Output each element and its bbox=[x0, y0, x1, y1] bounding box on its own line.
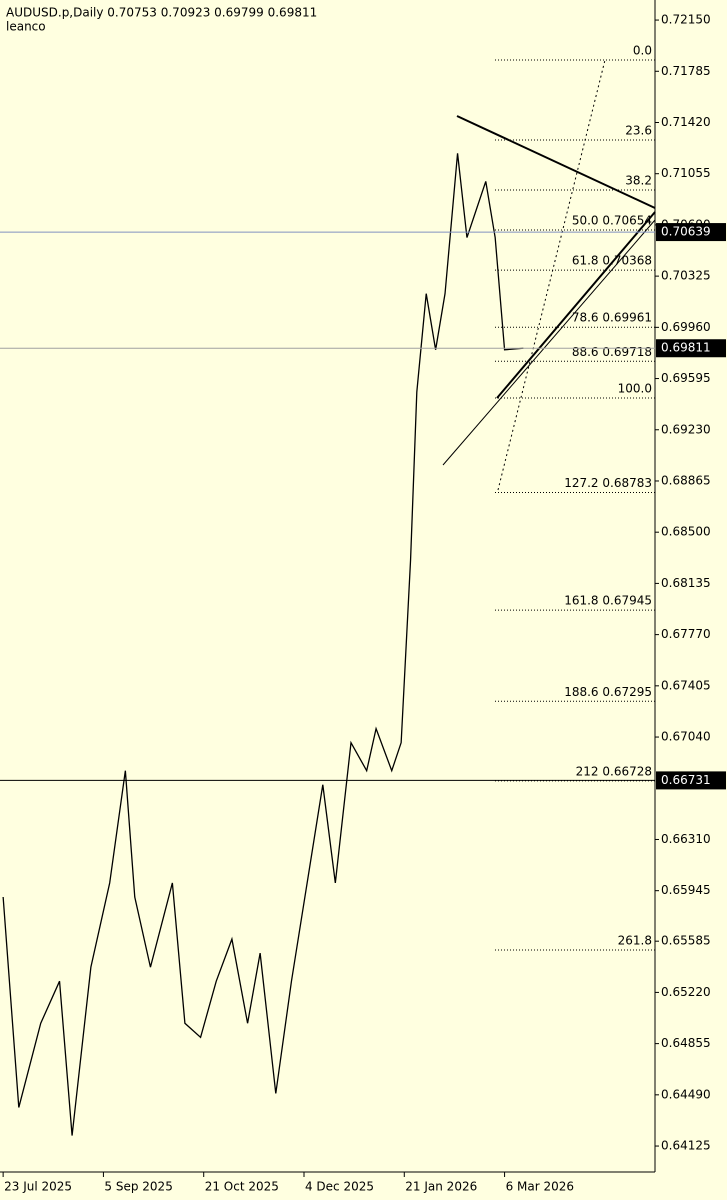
y-tick-label: 0.66310 bbox=[661, 832, 711, 846]
y-tick-label: 0.71420 bbox=[661, 115, 711, 129]
trend-line bbox=[496, 211, 656, 399]
fib-label: 212 0.66728 bbox=[576, 764, 652, 778]
trend-line bbox=[442, 219, 656, 466]
y-tick-label: 0.68865 bbox=[661, 473, 711, 487]
y-tick-label: 0.68500 bbox=[661, 525, 711, 539]
x-tick-label: 6 Mar 2026 bbox=[506, 1180, 574, 1194]
y-tick-label: 0.69960 bbox=[661, 320, 711, 334]
trend-line bbox=[456, 115, 656, 209]
x-tick-label: 21 Oct 2025 bbox=[205, 1180, 279, 1194]
y-tick-label: 0.64490 bbox=[661, 1087, 711, 1101]
y-tick-label: 0.65585 bbox=[661, 934, 711, 948]
y-tick-label: 0.71785 bbox=[661, 64, 711, 78]
price-tag bbox=[656, 339, 726, 358]
y-tick-label: 0.64125 bbox=[661, 1139, 711, 1153]
y-tick-label: 0.70325 bbox=[661, 269, 711, 283]
y-tick-label: 0.69595 bbox=[661, 371, 711, 385]
fib-label: 188.6 0.67295 bbox=[564, 685, 652, 699]
fib-label: 100.0 bbox=[618, 382, 652, 396]
fib-fan-line bbox=[497, 59, 606, 491]
chart-title: AUDUSD.p,Daily 0.70753 0.70923 0.69799 0… bbox=[6, 6, 317, 20]
price-tag-label: 0.69811 bbox=[661, 341, 711, 355]
fib-label: 0.0 bbox=[633, 44, 652, 58]
price-tag bbox=[656, 771, 726, 790]
fib-label: 50.0 0.70654 bbox=[572, 213, 652, 227]
x-tick-label: 21 Jan 2026 bbox=[405, 1180, 477, 1194]
fib-label: 38.2 bbox=[625, 173, 652, 187]
chart-subtitle: leanco bbox=[6, 20, 46, 34]
y-tick-label: 0.69230 bbox=[661, 422, 711, 436]
y-tick-label: 0.72150 bbox=[661, 13, 711, 27]
fib-label: 88.6 0.69718 bbox=[572, 345, 652, 359]
fib-label: 78.6 0.69961 bbox=[572, 311, 652, 325]
x-tick-label: 23 Jul 2025 bbox=[4, 1180, 72, 1194]
fib-label: 161.8 0.67945 bbox=[564, 594, 652, 608]
fib-label: 23.6 bbox=[625, 124, 652, 138]
fib-label: 261.8 bbox=[618, 934, 652, 948]
fib-label: 61.8 0.70368 bbox=[572, 254, 652, 268]
price-line bbox=[2, 153, 524, 1136]
fib-label: 127.2 0.68783 bbox=[564, 476, 652, 490]
y-tick-label: 0.67770 bbox=[661, 627, 711, 641]
x-tick-label: 4 Dec 2025 bbox=[305, 1180, 374, 1194]
price-tag-label: 0.66731 bbox=[661, 773, 711, 787]
price-tag bbox=[656, 223, 726, 242]
y-tick-label: 0.71055 bbox=[661, 166, 711, 180]
y-tick-label: 0.68135 bbox=[661, 576, 711, 590]
y-tick-label: 0.67040 bbox=[661, 730, 711, 744]
y-tick-label: 0.65945 bbox=[661, 883, 711, 897]
price-tag-label: 0.70639 bbox=[661, 225, 711, 239]
y-tick-label: 0.65220 bbox=[661, 985, 711, 999]
y-tick-label: 0.64855 bbox=[661, 1036, 711, 1050]
y-tick-label: 0.67405 bbox=[661, 678, 711, 692]
x-tick-label: 5 Sep 2025 bbox=[104, 1180, 172, 1194]
